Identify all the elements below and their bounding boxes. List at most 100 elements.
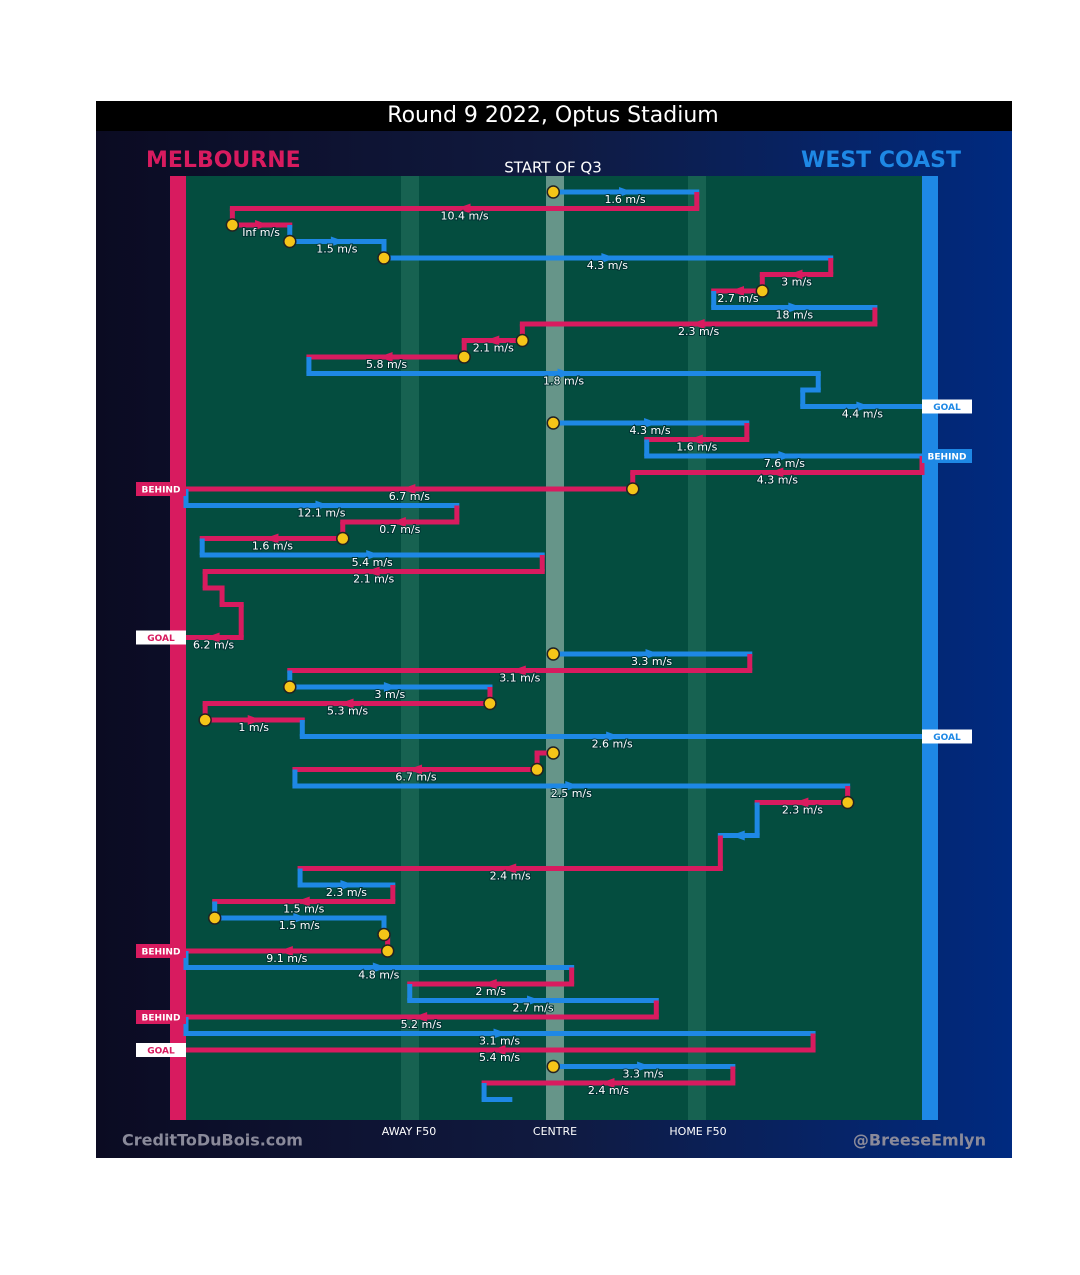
speed-label: 10.4 m/s [440, 210, 488, 223]
speed-label: 4.3 m/s [629, 424, 670, 437]
direction-arrow [339, 698, 354, 709]
contest-marker [225, 218, 240, 232]
direction-arrow [637, 1061, 652, 1072]
direction-arrow [730, 830, 745, 841]
result-label: GOAL [933, 403, 961, 413]
direction-arrow [511, 665, 526, 676]
result-label: GOAL [933, 733, 961, 743]
speed-label: 2.4 m/s [490, 870, 531, 883]
contest-marker [380, 944, 395, 958]
result-box [922, 449, 972, 463]
direction-arrow [606, 731, 621, 742]
contest-marker [377, 927, 391, 942]
direction-arrow [690, 319, 705, 329]
speed-label: 1.5 m/s [316, 243, 357, 256]
contest-marker [755, 284, 770, 298]
speed-label: 2.3 m/s [678, 325, 719, 338]
contest-marker [198, 713, 212, 727]
contest-marker [483, 696, 497, 711]
direction-arrow [293, 913, 308, 923]
speed-label: 3.3 m/s [631, 655, 672, 668]
direction-arrow [730, 286, 744, 296]
direction-arrow [264, 533, 279, 544]
speed-label: 12.1 m/s [297, 507, 345, 520]
result-box [136, 1010, 186, 1024]
contest-marker [530, 762, 544, 777]
speed-label: 3.1 m/s [479, 1035, 520, 1048]
direction-arrow [485, 335, 500, 346]
direction-arrow [413, 1012, 428, 1022]
direction-arrow [315, 500, 330, 511]
field-line-label: HOME F50 [669, 1125, 726, 1138]
direction-arrow [330, 236, 345, 247]
speed-label: 5.4 m/s [479, 1051, 520, 1064]
direction-arrow [391, 517, 406, 527]
result-label: GOAL [147, 634, 175, 644]
speed-label: 1.6 m/s [676, 441, 717, 454]
speed-label: 2 m/s [475, 985, 506, 998]
period: START OF Q3 [504, 159, 602, 177]
away-f50-line [401, 176, 419, 1120]
speed-label: 18 m/s [775, 309, 813, 322]
direction-arrow [383, 682, 398, 692]
direction-arrow [688, 434, 703, 445]
direction-arrow [456, 203, 471, 214]
direction-arrow [366, 550, 381, 560]
speed-label: 6.2 m/s [193, 639, 234, 652]
direction-arrow [295, 896, 310, 907]
speed-label: 2.7 m/s [512, 1002, 553, 1015]
direction-arrow [247, 715, 262, 725]
contest-marker [546, 416, 561, 430]
speed-label: 2.1 m/s [473, 342, 514, 355]
west-coast-goal-bar [922, 176, 938, 1120]
speed-label: 1.5 m/s [283, 903, 324, 916]
result-label: BEHIND [142, 1014, 181, 1024]
contest-marker [336, 531, 350, 546]
direction-arrow [401, 484, 416, 494]
title-bar [96, 101, 1012, 131]
direction-arrow [255, 220, 270, 230]
direction-arrow [794, 797, 809, 808]
direction-arrow [619, 187, 634, 197]
contest-marker [283, 234, 297, 249]
result-label: BEHIND [928, 453, 967, 463]
direction-arrow [378, 352, 393, 362]
direction-arrow [601, 253, 616, 263]
speed-label: 3.1 m/s [499, 672, 540, 685]
contest-marker [283, 680, 297, 694]
speed-label: 3 m/s [375, 688, 406, 701]
direction-arrow [769, 467, 784, 478]
direction-arrow [482, 979, 497, 989]
result-box [136, 1043, 186, 1057]
title: Round 9 2022, Optus Stadium [387, 103, 718, 128]
speed-label: 2.3 m/s [782, 804, 823, 817]
direction-arrow [372, 962, 387, 973]
speed-label: 5.3 m/s [327, 705, 368, 718]
speed-label: 5.8 m/s [366, 358, 407, 371]
direction-arrow [778, 451, 793, 461]
speed-label: 3.3 m/s [622, 1068, 663, 1081]
speed-label: 2.6 m/s [592, 738, 633, 751]
direction-arrow [645, 649, 660, 659]
direction-arrow [788, 302, 803, 313]
direction-arrow [365, 566, 380, 577]
direction-arrow [493, 1028, 508, 1039]
speed-label: 2.5 m/s [551, 787, 592, 800]
speed-label: 2.4 m/s [588, 1084, 629, 1097]
speed-label: 1.6 m/s [252, 540, 293, 553]
result-box [136, 482, 186, 496]
direction-arrow [557, 368, 572, 379]
speed-label: 1.5 m/s [279, 919, 320, 932]
field-line-label: AWAY F50 [382, 1125, 436, 1138]
result-label: GOAL [147, 1047, 175, 1057]
speed-label: 1.6 m/s [604, 193, 645, 206]
speed-label: 2.1 m/s [353, 573, 394, 586]
credit: CreditToDuBois.com [122, 1131, 303, 1150]
speed-label: 4.4 m/s [842, 408, 883, 421]
direction-arrow [205, 632, 220, 643]
speed-label: 0.7 m/s [379, 523, 420, 536]
speed-label: 4.3 m/s [757, 474, 798, 487]
speed-label: 1.8 m/s [543, 375, 584, 388]
team-name: MELBOURNE [146, 148, 301, 173]
